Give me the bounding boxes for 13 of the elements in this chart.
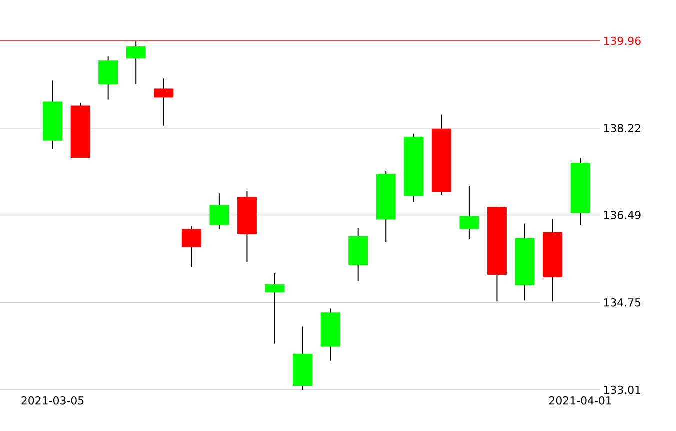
candlestick bbox=[265, 272, 285, 344]
candlestick bbox=[154, 78, 174, 126]
x-tick-label: 2021-03-05 bbox=[22, 396, 84, 405]
x-tick-label: 2021-04-01 bbox=[550, 396, 612, 405]
y-tick-label: 133.01 bbox=[604, 386, 641, 394]
candlestick bbox=[182, 226, 202, 268]
y-tick-label: 136.49 bbox=[604, 211, 641, 220]
candlestick bbox=[460, 186, 480, 240]
y-tick-label: 138.22 bbox=[604, 124, 640, 133]
candlestick bbox=[210, 193, 230, 230]
candlestick bbox=[126, 40, 146, 85]
y-tick-label: 134.75 bbox=[604, 298, 641, 307]
ref-line-label: 139.96 bbox=[604, 36, 641, 46]
